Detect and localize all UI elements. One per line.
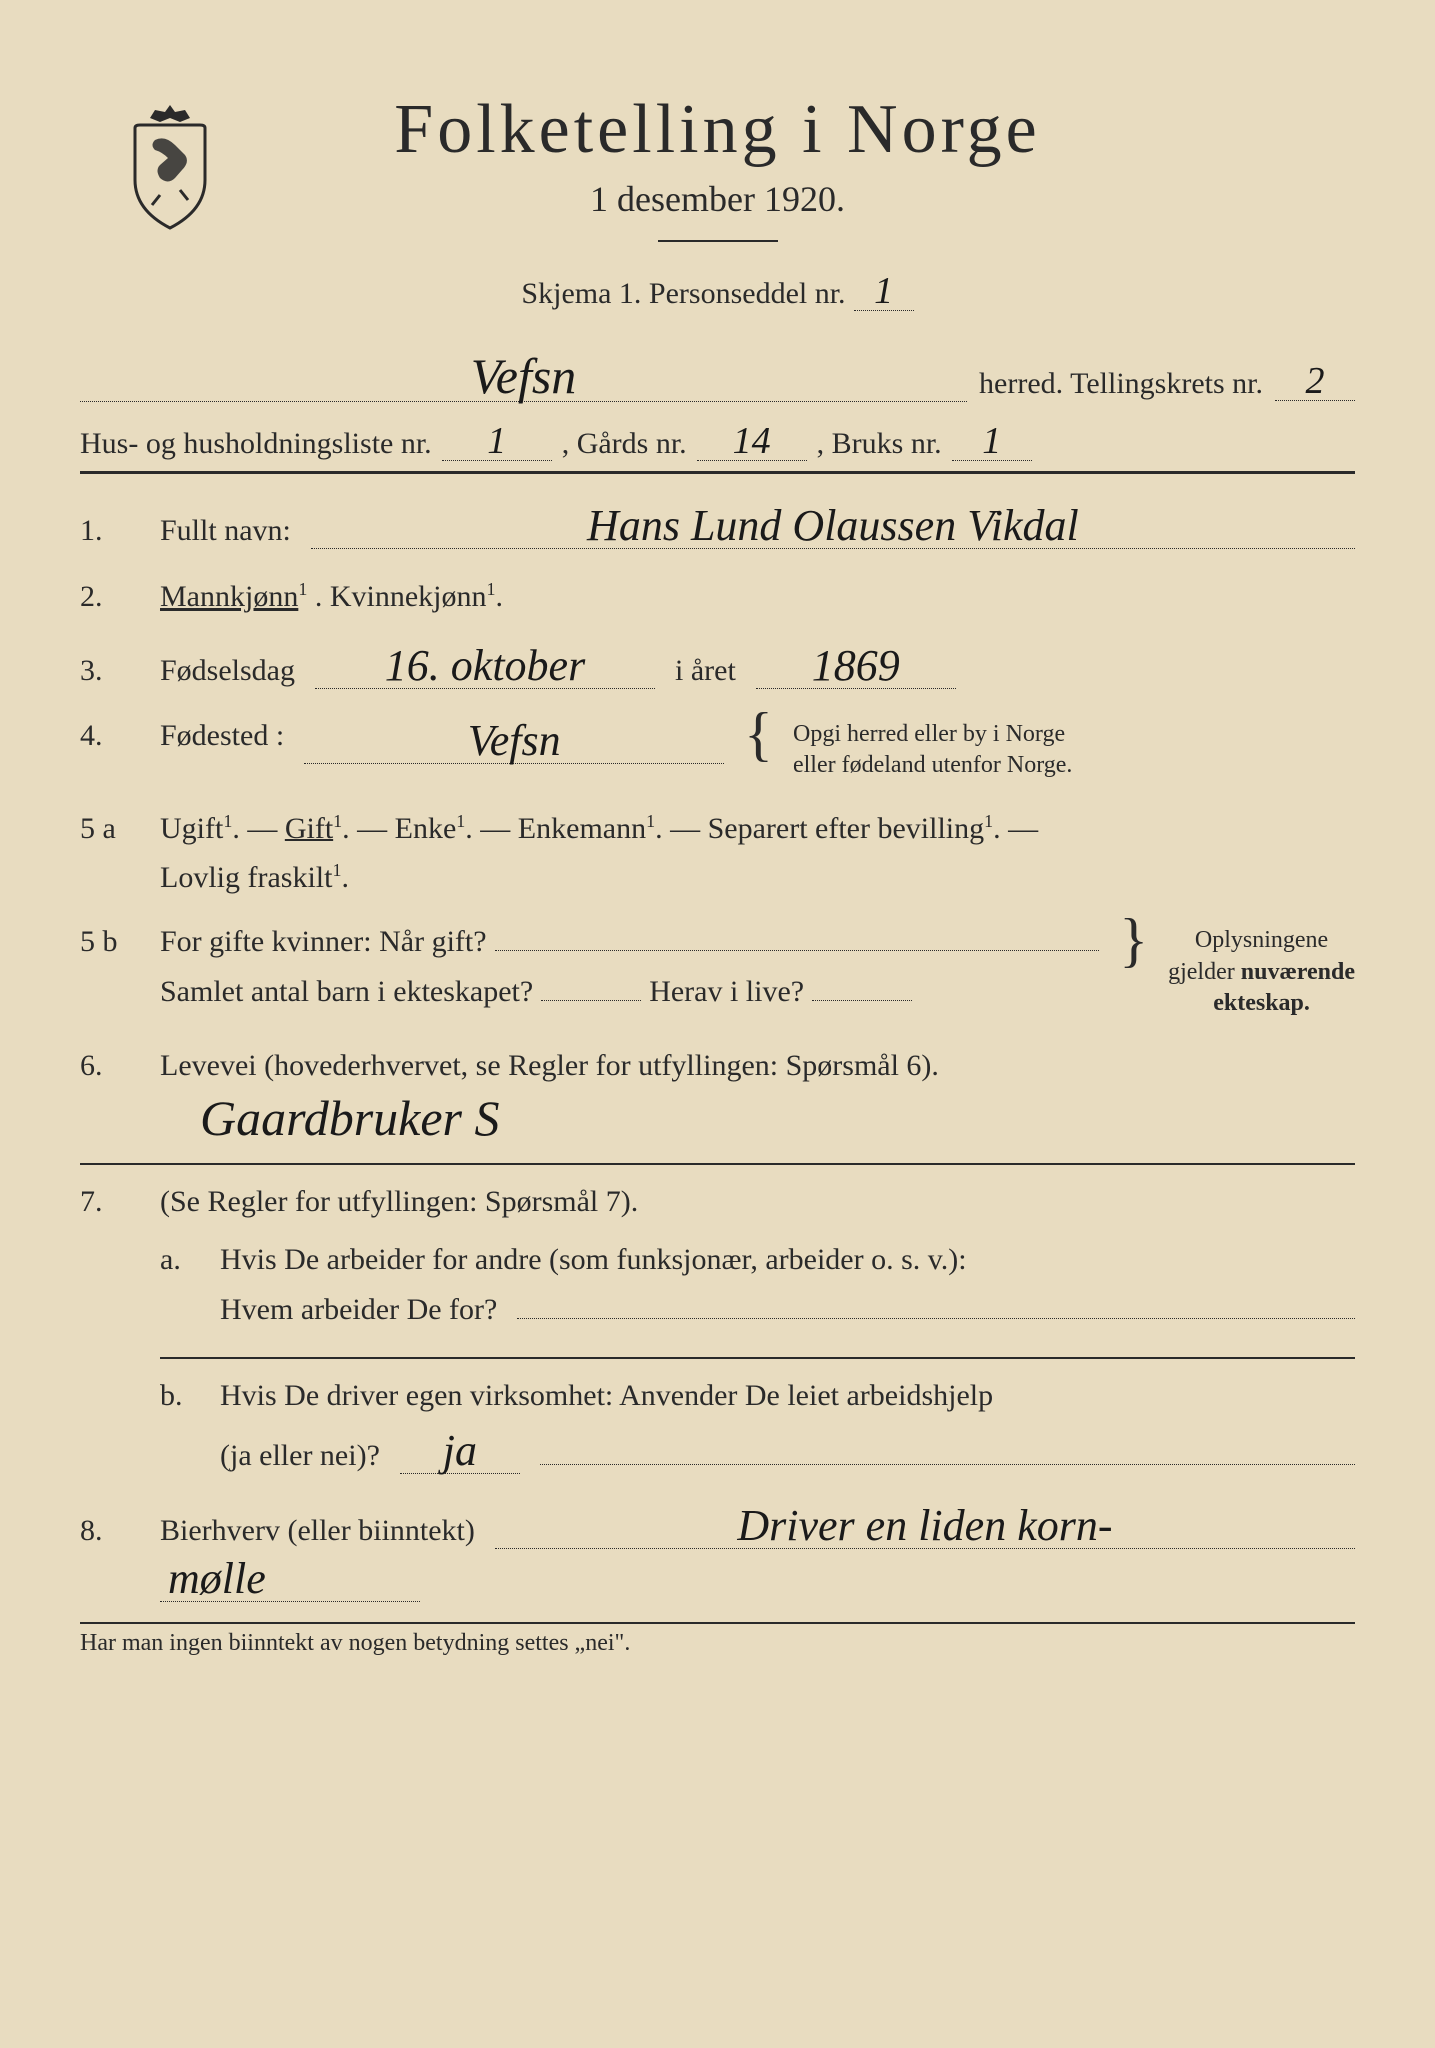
q5a-num: 5 a bbox=[80, 812, 140, 846]
herred-suffix: herred. Tellingskrets nr. bbox=[979, 367, 1263, 401]
schema-label: Skjema 1. Personseddel nr. bbox=[521, 277, 845, 311]
q1-full-name: Hans Lund Olaussen Vikdal bbox=[311, 504, 1355, 549]
q6-num: 6. bbox=[80, 1049, 140, 1083]
q3-label: Fødselsdag bbox=[160, 654, 295, 688]
q7-row: 7. (Se Regler for utfyllingen: Spørsmål … bbox=[80, 1185, 1355, 1219]
q7b-blank-tail bbox=[540, 1464, 1355, 1465]
q4-num: 4. bbox=[80, 719, 140, 753]
q1-row: 1. Fullt navn: Hans Lund Olaussen Vikdal bbox=[80, 504, 1355, 549]
q2-sup2: 1 bbox=[486, 579, 495, 599]
q5b-note-l1: Oplysningene bbox=[1195, 927, 1328, 953]
q7b-value: ja bbox=[400, 1429, 520, 1474]
q4-value: Vefsn bbox=[304, 719, 724, 764]
gards-nr: 14 bbox=[697, 422, 807, 461]
q7a-value bbox=[517, 1318, 1355, 1319]
q7-num: 7. bbox=[80, 1185, 140, 1219]
q3-mid: i året bbox=[675, 654, 736, 688]
husliste-nr: 1 bbox=[442, 422, 552, 461]
q5a-sep: Separert efter bevilling bbox=[708, 812, 985, 845]
q5b-note-l3: ekteskap. bbox=[1213, 990, 1310, 1016]
q5b-barn-live bbox=[812, 1000, 912, 1001]
q5a-row: 5 a Ugift1. — Gift1. — Enke1. — Enkemann… bbox=[80, 811, 1355, 895]
q7b: b. Hvis De driver egen virksomhet: Anven… bbox=[80, 1379, 1355, 1413]
brace-icon-2: } bbox=[1119, 925, 1148, 955]
q5a-lovlig: Lovlig fraskilt bbox=[160, 861, 332, 894]
q5b-note-l2: gjelder nuværende bbox=[1168, 959, 1355, 985]
q5b-l1: For gifte kvinner: Når gift? bbox=[160, 925, 487, 959]
q2-num: 2. bbox=[80, 580, 140, 614]
q7a-label: a. bbox=[160, 1243, 200, 1277]
q5b-gift-year bbox=[495, 950, 1100, 951]
norwegian-crest-icon bbox=[120, 100, 220, 230]
q3-year: 1869 bbox=[756, 644, 956, 689]
q5b-barn-total bbox=[541, 1000, 641, 1001]
q7a-l2row: Hvem arbeider De for? bbox=[80, 1293, 1355, 1327]
q6-row: 6. Levevei (hovederhvervet, se Regler fo… bbox=[80, 1049, 1355, 1083]
q5a-ugift: Ugift bbox=[160, 812, 223, 845]
q4-note: Opgi herred eller by i Norge eller fødel… bbox=[793, 719, 1072, 781]
q8-row: 8. Bierhverv (eller biinntekt) Driver en… bbox=[80, 1504, 1355, 1549]
q8-value-l2: mølle bbox=[160, 1557, 420, 1602]
q5b-l2b: Herav i live? bbox=[649, 975, 804, 1009]
q2-mann: Mannkjønn bbox=[160, 580, 298, 613]
q1-label: Fullt navn: bbox=[160, 514, 291, 548]
q3-row: 3. Fødselsdag 16. oktober i året 1869 bbox=[80, 644, 1355, 689]
gards-label: , Gårds nr. bbox=[562, 427, 687, 461]
title-date: 1 desember 1920. bbox=[80, 178, 1355, 220]
q6-value: Gaardbruker S bbox=[80, 1093, 1355, 1143]
q8-num: 8. bbox=[80, 1514, 140, 1548]
form-header: Folketelling i Norge 1 desember 1920. Sk… bbox=[80, 90, 1355, 311]
q4-label: Fødested : bbox=[160, 719, 284, 753]
q5b-l2a: Samlet antal barn i ekteskapet? bbox=[160, 975, 533, 1009]
footer-note: Har man ingen biinntekt av nogen betydni… bbox=[80, 1622, 1355, 1657]
q2-sup1: 1 bbox=[298, 579, 307, 599]
q1-num: 1. bbox=[80, 514, 140, 548]
section-rule-2 bbox=[80, 1163, 1355, 1165]
herred-line: Vefsn herred. Tellingskrets nr. 2 bbox=[80, 351, 1355, 402]
q7a-l2: Hvem arbeider De for? bbox=[220, 1293, 497, 1327]
q7b-l2row: (ja eller nei)? ja bbox=[80, 1429, 1355, 1474]
q7b-l2: (ja eller nei)? bbox=[220, 1439, 380, 1473]
q5b-note: Oplysningene gjelder nuværende ekteskap. bbox=[1168, 925, 1355, 1019]
q5a-enkemann: Enkemann bbox=[518, 812, 646, 845]
q6-label: Levevei (hovederhvervet, se Regler for u… bbox=[160, 1049, 939, 1083]
personseddel-nr: 1 bbox=[854, 272, 914, 311]
herred-name: Vefsn bbox=[80, 351, 967, 402]
q2-row: 2. Mannkjønn1 . Kvinnekjønn1. bbox=[80, 579, 1355, 614]
q4-note-l2: eller fødeland utenfor Norge. bbox=[793, 752, 1072, 778]
q5a-enke: Enke bbox=[395, 812, 457, 845]
q7-intro: (Se Regler for utfyllingen: Spørsmål 7). bbox=[160, 1185, 638, 1219]
q8-row2: mølle bbox=[80, 1557, 1355, 1602]
q3-day: 16. oktober bbox=[315, 644, 655, 689]
q7a: a. Hvis De arbeider for andre (som funks… bbox=[80, 1243, 1355, 1277]
q7-rule bbox=[160, 1357, 1355, 1359]
q3-num: 3. bbox=[80, 654, 140, 688]
husliste-line: Hus- og husholdningsliste nr. 1 , Gårds … bbox=[80, 422, 1355, 461]
title-rule bbox=[658, 240, 778, 242]
q4-note-l1: Opgi herred eller by i Norge bbox=[793, 721, 1065, 747]
q5b-row: 5 b For gifte kvinner: Når gift? Samlet … bbox=[80, 925, 1355, 1019]
tellingskrets-nr: 2 bbox=[1275, 362, 1355, 401]
q7a-l1: Hvis De arbeider for andre (som funksjon… bbox=[220, 1243, 967, 1277]
brace-icon: { bbox=[744, 719, 773, 749]
bruks-label: , Bruks nr. bbox=[817, 427, 942, 461]
q7b-l1: Hvis De driver egen virksomhet: Anvender… bbox=[220, 1379, 993, 1413]
q5b-num: 5 b bbox=[80, 925, 140, 959]
q8-label: Bierhverv (eller biinntekt) bbox=[160, 1514, 475, 1548]
q7b-label: b. bbox=[160, 1379, 200, 1413]
section-rule-1 bbox=[80, 471, 1355, 474]
bruks-nr: 1 bbox=[952, 422, 1032, 461]
q5a-gift: Gift bbox=[285, 812, 333, 845]
husliste-prefix: Hus- og husholdningsliste nr. bbox=[80, 427, 432, 461]
q8-value-l1: Driver en liden korn- bbox=[495, 1504, 1355, 1549]
title-main: Folketelling i Norge bbox=[80, 90, 1355, 170]
q5a-options: Ugift1. — Gift1. — Enke1. — Enkemann1. —… bbox=[160, 811, 1038, 846]
q4-row: 4. Fødested : Vefsn { Opgi herred eller … bbox=[80, 719, 1355, 781]
q2-kvinne: . Kvinnekjønn bbox=[315, 580, 487, 613]
